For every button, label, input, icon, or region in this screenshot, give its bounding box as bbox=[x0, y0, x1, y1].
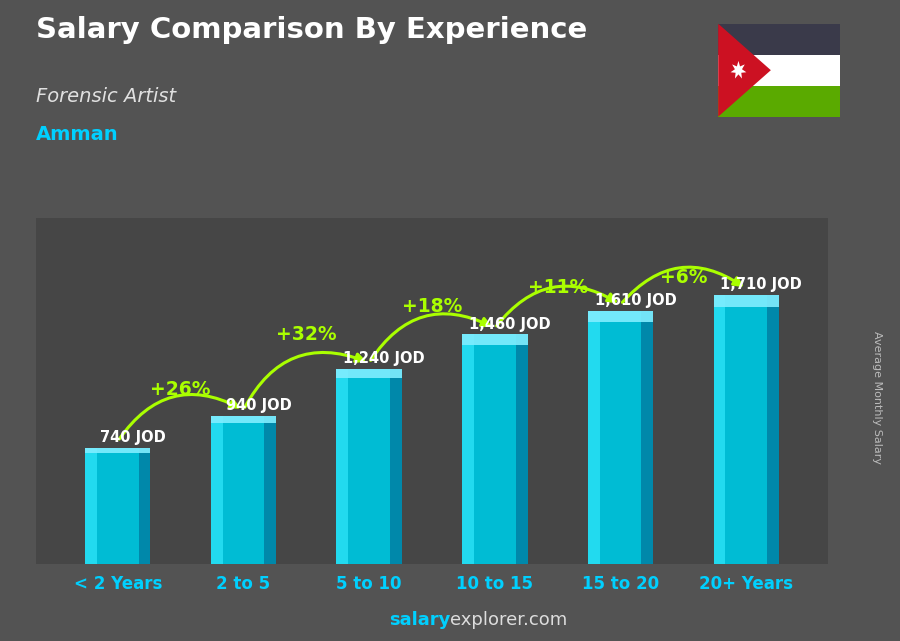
Text: 940 JOD: 940 JOD bbox=[226, 398, 292, 413]
Bar bbox=[211, 416, 222, 564]
Bar bbox=[714, 295, 779, 307]
Bar bbox=[588, 311, 599, 564]
Text: +18%: +18% bbox=[401, 297, 463, 317]
Text: salary: salary bbox=[389, 612, 450, 629]
Bar bbox=[463, 335, 527, 345]
Bar bbox=[463, 335, 527, 564]
Bar bbox=[718, 86, 840, 117]
Bar bbox=[265, 416, 276, 564]
Text: +32%: +32% bbox=[276, 325, 337, 344]
Text: Salary Comparison By Experience: Salary Comparison By Experience bbox=[36, 16, 587, 44]
Text: +6%: +6% bbox=[660, 268, 707, 287]
Bar bbox=[588, 311, 653, 564]
Bar bbox=[337, 369, 348, 564]
Bar bbox=[85, 447, 150, 453]
Bar bbox=[642, 311, 653, 564]
Bar bbox=[85, 447, 97, 564]
Bar bbox=[714, 295, 725, 564]
Text: 1,460 JOD: 1,460 JOD bbox=[469, 317, 551, 331]
Text: 740 JOD: 740 JOD bbox=[100, 430, 166, 445]
Text: 1,240 JOD: 1,240 JOD bbox=[344, 351, 425, 366]
Bar bbox=[211, 416, 276, 564]
Bar bbox=[718, 24, 840, 54]
Bar bbox=[588, 311, 653, 322]
Bar bbox=[463, 335, 474, 564]
Polygon shape bbox=[731, 61, 746, 79]
Bar bbox=[85, 447, 150, 564]
Bar bbox=[390, 369, 401, 564]
Bar bbox=[516, 335, 527, 564]
Text: 1,610 JOD: 1,610 JOD bbox=[595, 293, 677, 308]
Bar bbox=[767, 295, 779, 564]
Text: explorer.com: explorer.com bbox=[450, 612, 567, 629]
Bar bbox=[337, 369, 401, 564]
Text: +26%: +26% bbox=[150, 380, 211, 399]
Text: 1,710 JOD: 1,710 JOD bbox=[721, 277, 802, 292]
Bar bbox=[139, 447, 150, 564]
Bar bbox=[714, 295, 779, 564]
Text: Amman: Amman bbox=[36, 125, 119, 144]
Polygon shape bbox=[718, 24, 770, 117]
Bar bbox=[718, 54, 840, 86]
Text: Forensic Artist: Forensic Artist bbox=[36, 87, 176, 106]
Text: +11%: +11% bbox=[527, 278, 588, 297]
Bar bbox=[337, 369, 401, 378]
Bar bbox=[211, 416, 276, 423]
Text: Average Monthly Salary: Average Monthly Salary bbox=[872, 331, 883, 464]
